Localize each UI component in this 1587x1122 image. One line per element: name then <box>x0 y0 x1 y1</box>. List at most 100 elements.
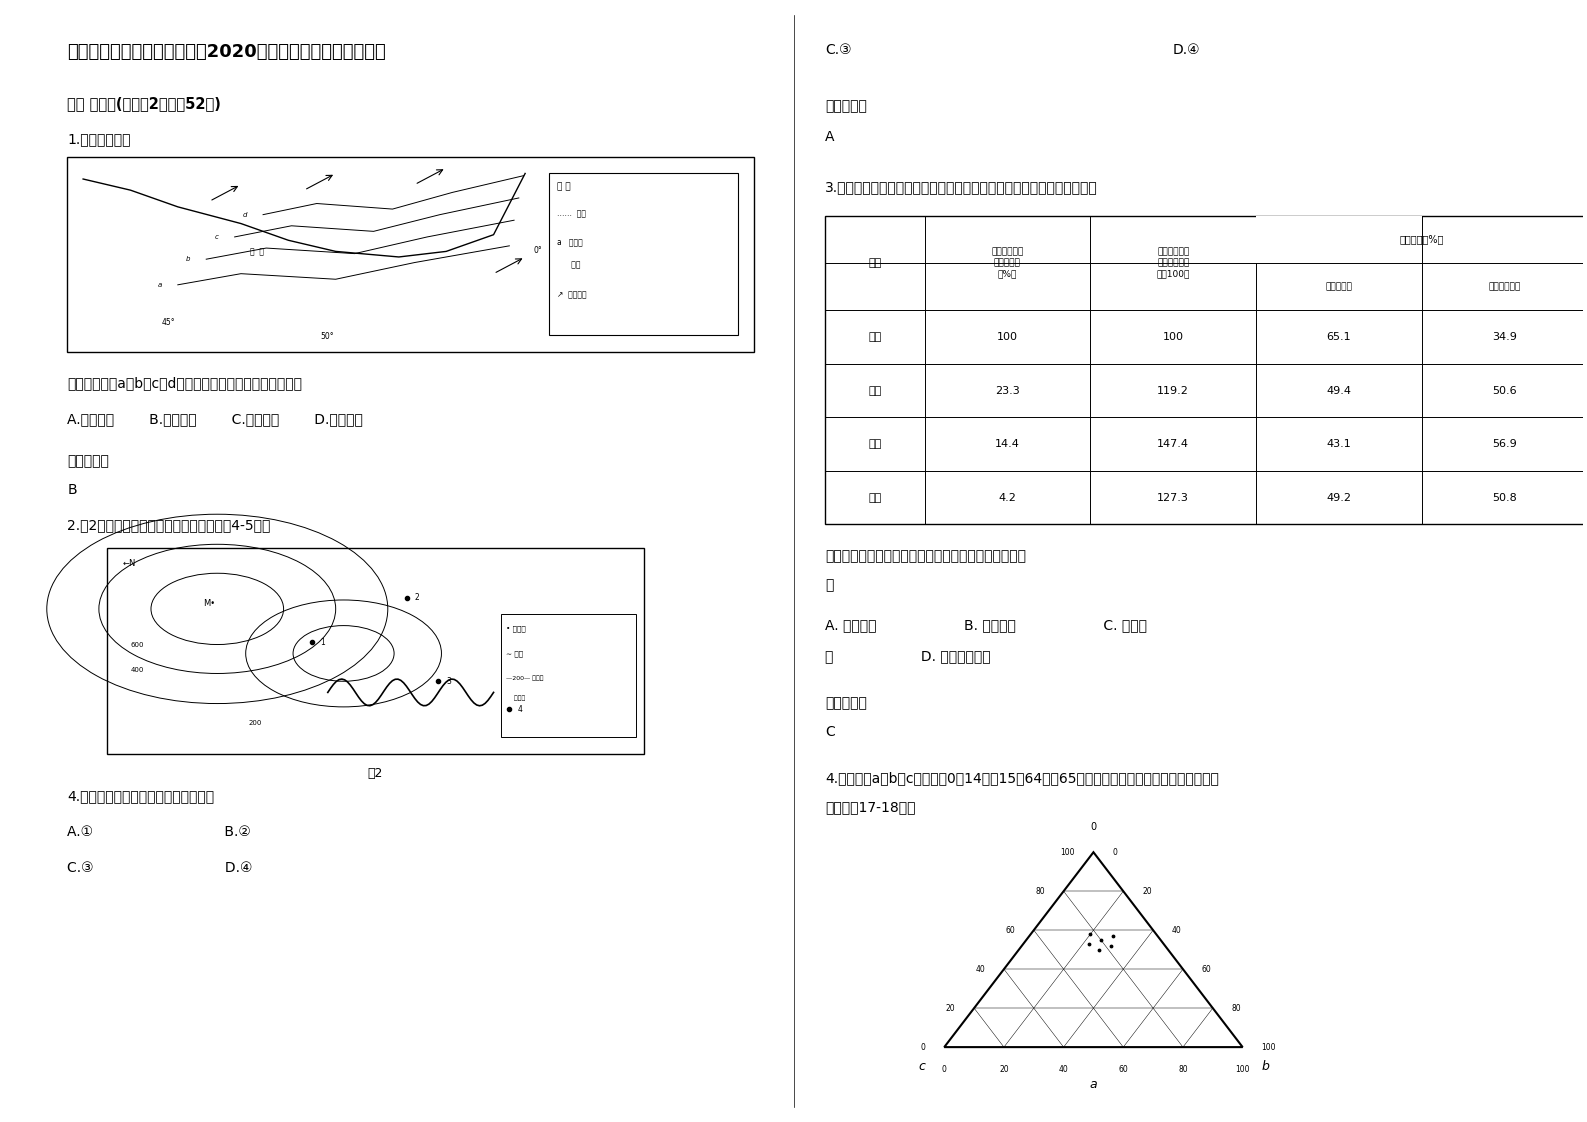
Text: 1.读下图，回答: 1.读下图，回答 <box>67 132 130 146</box>
Text: 45°: 45° <box>162 319 176 328</box>
Text: 50.6: 50.6 <box>1492 386 1517 396</box>
Text: A.①                              B.②: A.① B.② <box>67 825 251 839</box>
Text: 600: 600 <box>130 642 144 649</box>
Text: 80: 80 <box>1035 886 1044 895</box>
Text: A.地形地势        B.大气环流        C.洋流因素        D.人类活动: A.地形地势 B.大气环流 C.洋流因素 D.人类活动 <box>67 412 363 425</box>
Text: 资源潜在总值
占全国比重
（%）: 资源潜在总值 占全国比重 （%） <box>992 248 1024 278</box>
Text: 流  河: 流 河 <box>249 247 263 256</box>
Text: 参考答案：: 参考答案： <box>825 696 867 710</box>
Text: C: C <box>825 725 835 738</box>
Bar <box>67 157 754 351</box>
Text: 56.9: 56.9 <box>1492 439 1517 449</box>
Text: ←N: ←N <box>122 559 136 568</box>
Text: 20: 20 <box>946 1004 955 1013</box>
Text: 量线: 量线 <box>557 260 581 269</box>
Text: 50°: 50° <box>321 332 333 341</box>
Text: 据此回答17-18题。: 据此回答17-18题。 <box>825 800 916 815</box>
Text: 100: 100 <box>997 332 1017 342</box>
Text: • 居民点: • 居民点 <box>506 626 525 632</box>
Text: 100: 100 <box>1235 1065 1251 1074</box>
Text: 20: 20 <box>1000 1065 1009 1074</box>
Text: 0: 0 <box>1112 848 1117 857</box>
Text: 2.图2为我国某地等高线地形图，读图回答4-5题。: 2.图2为我国某地等高线地形图，读图回答4-5题。 <box>67 518 271 533</box>
Text: 119.2: 119.2 <box>1157 386 1189 396</box>
Text: 3.读西南地区主要自然资源潜在价值（统计数未包括西藏）统计表，回答: 3.读西南地区主要自然资源潜在价值（统计数未包括西藏）统计表，回答 <box>825 181 1098 194</box>
Bar <box>825 215 1587 524</box>
Text: d: d <box>243 212 248 218</box>
Text: C.③                              D.④: C.③ D.④ <box>67 861 252 874</box>
Text: a: a <box>157 282 162 288</box>
Text: 4.2: 4.2 <box>998 493 1016 503</box>
Text: 14.4: 14.4 <box>995 439 1020 449</box>
Text: 60: 60 <box>1201 965 1211 974</box>
Text: 3: 3 <box>446 677 451 686</box>
Text: C.③: C.③ <box>825 43 852 57</box>
Text: 0: 0 <box>1090 822 1097 833</box>
Text: 65.1: 65.1 <box>1327 332 1351 342</box>
Text: ……  国界: …… 国界 <box>557 209 586 218</box>
Text: 西南: 西南 <box>868 386 881 396</box>
Text: 4.读下图，a、b、c分别表示0～14岁、15～64岁、65岁以上三种年龄人数所占总人口比重，: 4.读下图，a、b、c分别表示0～14岁、15～64岁、65岁以上三种年龄人数所… <box>825 772 1219 785</box>
Text: B: B <box>67 484 76 497</box>
Text: c: c <box>214 233 219 240</box>
Text: a   等降水: a 等降水 <box>557 238 582 247</box>
Text: 四川: 四川 <box>868 439 881 449</box>
Text: 矿产水能资源: 矿产水能资源 <box>1489 283 1520 292</box>
Text: （米）: （米） <box>506 696 525 701</box>
Text: ∼ 河流: ∼ 河流 <box>506 650 524 656</box>
Text: 农林牧资源: 农林牧资源 <box>1325 283 1352 292</box>
Text: c: c <box>919 1060 925 1074</box>
Text: 0: 0 <box>920 1042 925 1051</box>
Text: 40: 40 <box>1173 926 1182 935</box>
Text: 是: 是 <box>825 578 833 591</box>
Text: 80: 80 <box>1178 1065 1187 1074</box>
Text: 0°: 0° <box>533 246 541 255</box>
Text: 200: 200 <box>249 720 262 726</box>
Text: 43.1: 43.1 <box>1327 439 1351 449</box>
Text: 一、 选择题(每小题2分，共52分): 一、 选择题(每小题2分，共52分) <box>67 96 221 111</box>
Text: 便                    D. 经济基础薄弱: 便 D. 经济基础薄弱 <box>825 649 990 663</box>
Text: M•: M• <box>203 599 216 608</box>
Bar <box>549 174 738 335</box>
Text: 400: 400 <box>130 666 144 673</box>
Text: b: b <box>1262 1060 1270 1074</box>
Text: 49.2: 49.2 <box>1327 493 1352 503</box>
Text: 34.9: 34.9 <box>1492 332 1517 342</box>
Text: 40: 40 <box>1059 1065 1068 1074</box>
Bar <box>501 615 636 737</box>
Text: 40: 40 <box>976 965 986 974</box>
Text: 资源结构（%）: 资源结构（%） <box>1400 234 1444 245</box>
Text: b: b <box>186 256 190 263</box>
Text: 参考答案：: 参考答案： <box>67 454 110 468</box>
Text: 60: 60 <box>1119 1065 1128 1074</box>
Text: 若等降水量线a＜b＜c＜d，则影响该地区降水的主要因素是: 若等降水量线a＜b＜c＜d，则影响该地区降水的主要因素是 <box>67 376 302 390</box>
Text: 2: 2 <box>414 594 419 603</box>
Text: ↗  盛行风向: ↗ 盛行风向 <box>557 291 586 300</box>
Text: 60: 60 <box>1005 926 1014 935</box>
Text: 图2: 图2 <box>368 767 382 780</box>
Text: 80: 80 <box>1232 1004 1241 1013</box>
Text: 1: 1 <box>321 637 325 646</box>
Text: 限制西南地区资源潜在价值转化为经济价值的主要因素: 限制西南地区资源潜在价值转化为经济价值的主要因素 <box>825 549 1027 563</box>
Bar <box>1255 215 1422 263</box>
Text: 20: 20 <box>1143 886 1152 895</box>
Text: 参考答案：: 参考答案： <box>825 99 867 113</box>
Text: A. 气候湿热                    B. 地形复杂                    C. 交通不: A. 气候湿热 B. 地形复杂 C. 交通不 <box>825 618 1147 632</box>
Text: 4.既近水又受水患影响最小的居民点是: 4.既近水又受水患影响最小的居民点是 <box>67 789 214 803</box>
Text: 100: 100 <box>1262 1042 1276 1051</box>
Text: a: a <box>1090 1078 1097 1092</box>
Text: D.④: D.④ <box>1173 43 1200 57</box>
Text: 100: 100 <box>1060 848 1074 857</box>
Text: 湖北省黄冈市浠水县团陂中学2020年高三地理联考试题含解析: 湖北省黄冈市浠水县团陂中学2020年高三地理联考试题含解析 <box>67 43 386 61</box>
Text: 图 例: 图 例 <box>557 183 570 192</box>
Text: —200— 等高线: —200— 等高线 <box>506 675 544 681</box>
Text: 资源人均潜在
值（全国平均
数为100）: 资源人均潜在 值（全国平均 数为100） <box>1157 248 1190 278</box>
Text: 147.4: 147.4 <box>1157 439 1189 449</box>
Text: 4: 4 <box>517 705 522 714</box>
Text: 23.3: 23.3 <box>995 386 1020 396</box>
Text: 云南: 云南 <box>868 493 881 503</box>
Text: 127.3: 127.3 <box>1157 493 1189 503</box>
Text: 100: 100 <box>1163 332 1184 342</box>
Text: A: A <box>825 130 835 144</box>
Text: 全国: 全国 <box>868 332 881 342</box>
